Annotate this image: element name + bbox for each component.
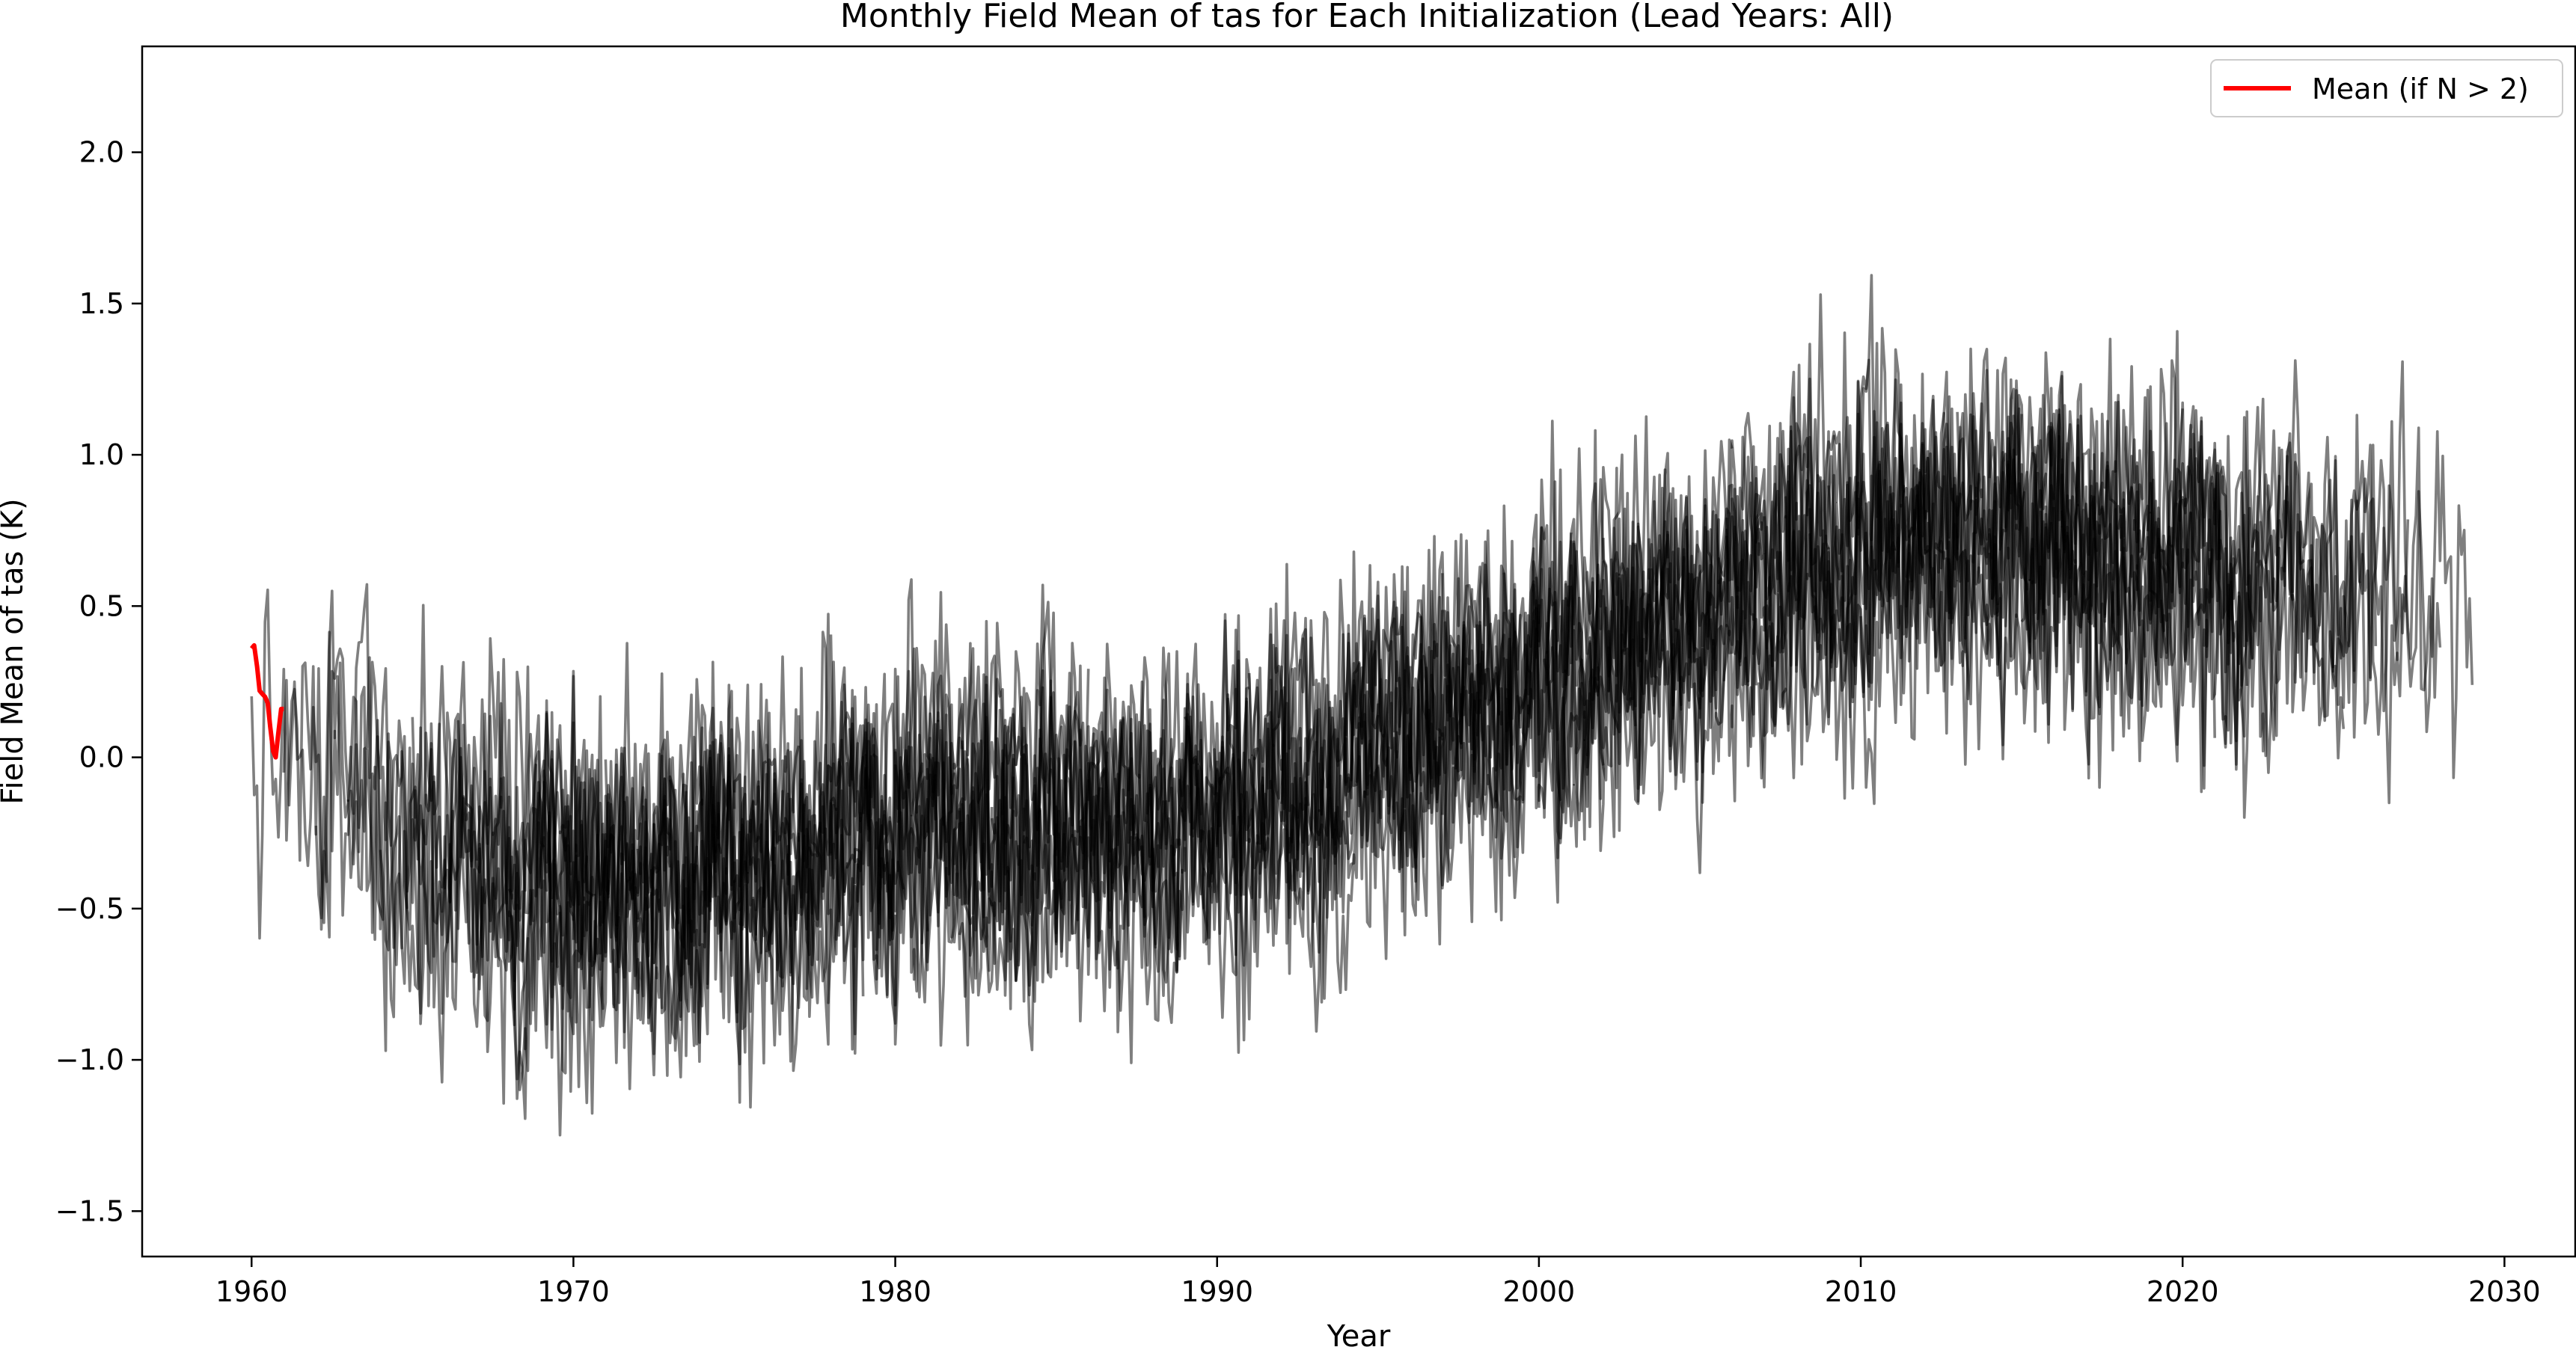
legend-mean-label: Mean (if N > 2): [2312, 73, 2529, 105]
y-tick-label: −1.0: [55, 1043, 124, 1076]
plot-frame: [141, 45, 2576, 1258]
y-axis: −1.5 −1.0 −0.5 0.0 0.5 1.0 1.5 2.0: [55, 136, 142, 1227]
y-axis-label: Field Mean of tas (K): [0, 498, 30, 804]
y-tick-label: −1.5: [55, 1194, 124, 1227]
mean-layer: [249, 642, 284, 760]
initialization-line: [250, 588, 575, 1105]
legend: Mean (if N > 2): [2210, 59, 2563, 117]
x-tick-label: 1980: [859, 1275, 931, 1308]
chart-title: Monthly Field Mean of tas for Each Initi…: [840, 0, 1894, 35]
x-tick-label: 1960: [215, 1275, 288, 1308]
series-layer: [250, 274, 2474, 1137]
initialization-line: [2149, 359, 2474, 779]
y-tick-label: 2.0: [79, 136, 124, 169]
x-axis: 1960 1970 1980 1990 2000 2010 2020 2030: [215, 1257, 2541, 1308]
x-axis-label: Year: [1327, 1319, 1391, 1353]
initialization-line: [282, 583, 608, 1059]
x-tick-label: 2000: [1503, 1275, 1576, 1308]
x-tick-label: 1990: [1181, 1275, 1253, 1308]
x-tick-label: 1970: [537, 1275, 610, 1308]
mean-line: [249, 642, 284, 760]
y-tick-label: −0.5: [55, 892, 124, 925]
y-tick-label: 1.5: [79, 287, 124, 320]
y-tick-label: 1.0: [79, 438, 124, 471]
x-tick-label: 2010: [1825, 1275, 1897, 1308]
y-tick-label: 0.5: [79, 589, 124, 622]
legend-box: [2210, 59, 2563, 117]
x-tick-label: 2020: [2147, 1275, 2219, 1308]
x-tick-label: 2030: [2468, 1275, 2541, 1308]
y-tick-label: 0.0: [79, 741, 124, 774]
